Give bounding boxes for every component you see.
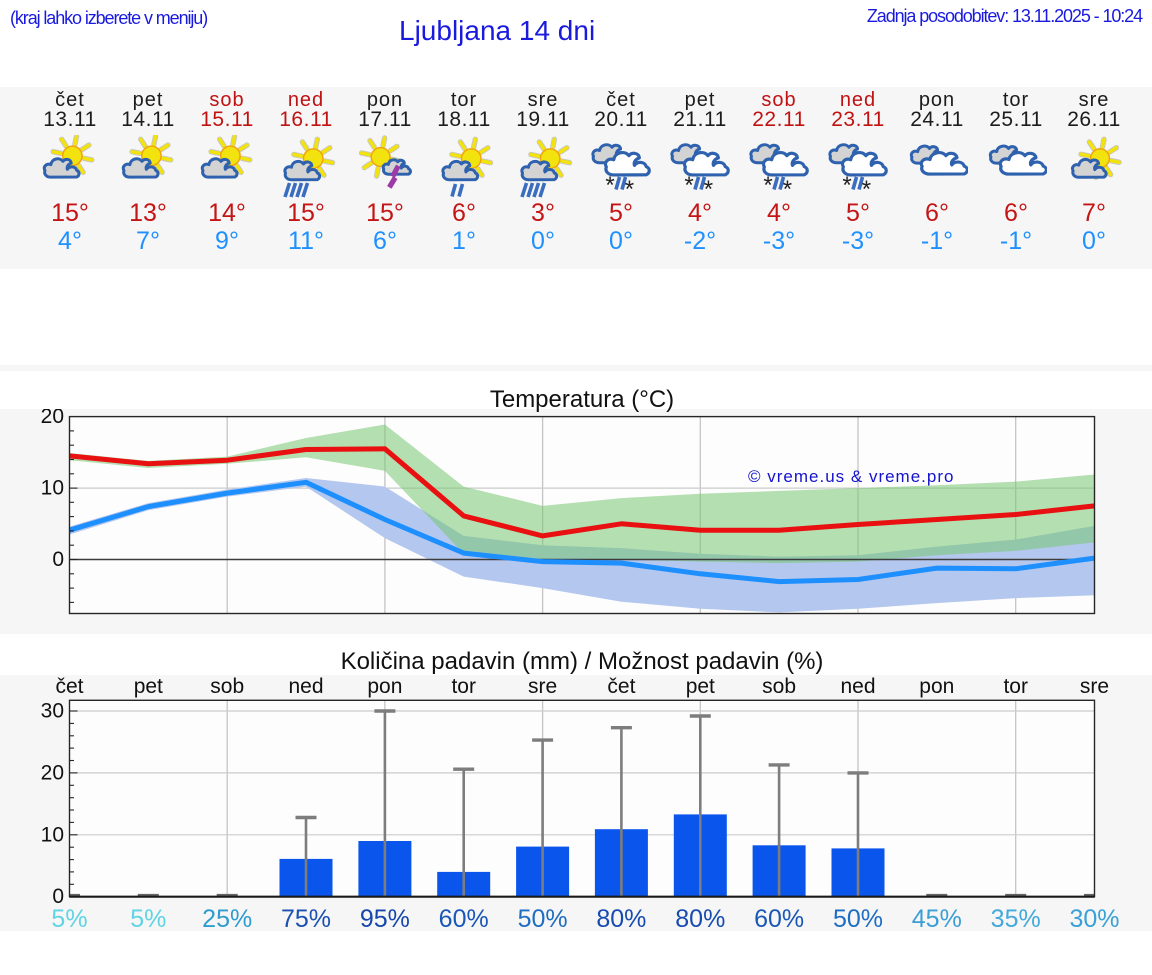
svg-text:80%: 80% [675,905,725,931]
svg-text:10: 10 [41,823,64,846]
svg-text:*: * [704,176,713,201]
svg-text:pet: pet [134,675,163,698]
svg-text:60%: 60% [754,905,804,931]
svg-text:60%: 60% [439,905,489,931]
svg-text:tor: tor [1003,675,1028,698]
svg-text:80%: 80% [596,905,646,931]
svg-text:*: * [783,176,792,201]
svg-text:5%: 5% [130,905,166,931]
svg-text:25%: 25% [202,905,252,931]
svg-text:tor: tor [451,675,476,698]
svg-text:0: 0 [52,548,64,571]
svg-text:30%: 30% [1069,905,1119,931]
svg-text:ned: ned [840,675,875,698]
svg-text:*: * [625,176,634,201]
svg-text:*: * [842,172,851,199]
svg-text:sre: sre [528,675,557,698]
svg-text:45%: 45% [912,905,962,931]
svg-text:*: * [862,176,871,201]
svg-text:čet: čet [55,675,83,698]
svg-text:pon: pon [367,675,402,698]
svg-text:ned: ned [288,675,323,698]
svg-text:*: * [763,172,772,199]
svg-text:95%: 95% [360,905,410,931]
svg-text:*: * [684,172,693,199]
svg-text:50%: 50% [518,905,568,931]
svg-text:sob: sob [762,675,796,698]
svg-text:sob: sob [210,675,244,698]
svg-text:5%: 5% [51,905,87,931]
svg-text:20: 20 [41,409,64,428]
svg-text:0: 0 [52,885,64,908]
svg-text:čet: čet [607,675,635,698]
svg-text:*: * [605,172,614,199]
svg-text:20: 20 [41,761,64,784]
svg-text:pon: pon [919,675,954,698]
svg-text:10: 10 [41,477,64,500]
svg-text:30: 30 [41,700,64,723]
svg-text:pet: pet [686,675,715,698]
svg-text:© vreme.us & vreme.pro: © vreme.us & vreme.pro [748,467,954,486]
svg-text:75%: 75% [281,905,331,931]
svg-text:sre: sre [1080,675,1109,698]
svg-text:35%: 35% [991,905,1041,931]
svg-text:50%: 50% [833,905,883,931]
